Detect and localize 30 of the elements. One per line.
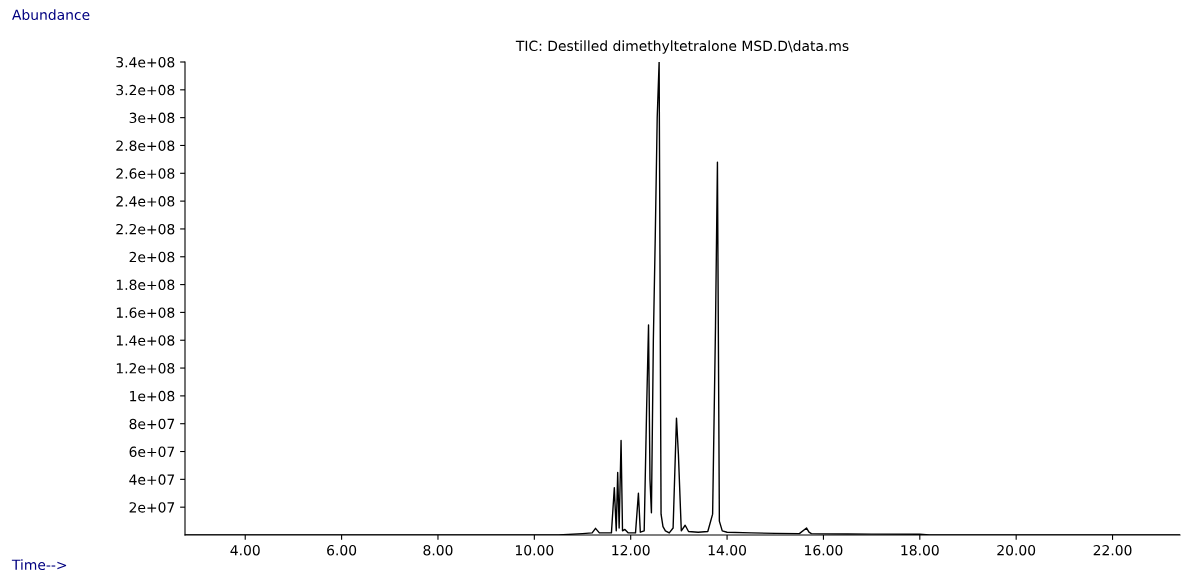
x-tick-label: 14.00 bbox=[708, 544, 747, 556]
x-tick-label: 16.00 bbox=[805, 544, 843, 556]
x-axis-title: Time--> bbox=[11, 559, 67, 571]
y-tick-label: 2e+08 bbox=[129, 251, 175, 263]
y-tick-label: 1.8e+08 bbox=[116, 279, 175, 291]
y-tick-label: 1.2e+08 bbox=[116, 363, 175, 374]
y-tick-label: 3e+08 bbox=[129, 112, 175, 124]
y-tick-label: 2.6e+08 bbox=[116, 168, 175, 179]
y-tick-label: 2.2e+08 bbox=[116, 223, 175, 235]
y-tick-label: 3.4e+08 bbox=[116, 56, 175, 68]
y-tick-label: 3.2e+08 bbox=[116, 84, 175, 96]
x-tick-label: 6.00 bbox=[327, 544, 357, 556]
y-tick-label: 1.4e+08 bbox=[116, 335, 175, 346]
y-axis-title: Abundance bbox=[12, 9, 90, 21]
y-tick-label: 1.6e+08 bbox=[116, 307, 175, 318]
y-tick-label: 1e+08 bbox=[130, 390, 175, 402]
x-tick-label: 4.00 bbox=[230, 544, 260, 556]
y-tick-label: 2e+07 bbox=[129, 502, 175, 513]
y-tick-label: 2.8e+08 bbox=[116, 140, 175, 151]
chart-title: TIC: Destilled dimethyltetralone MSD.D\data.ms bbox=[515, 40, 849, 54]
y-tick-label: 8e+07 bbox=[129, 418, 175, 430]
x-tick-label: 22.00 bbox=[1093, 544, 1132, 556]
x-tick-label: 12.00 bbox=[612, 544, 650, 556]
y-tick-label: 6e+07 bbox=[129, 446, 175, 457]
x-tick-label: 18.00 bbox=[901, 544, 939, 556]
y-tick-label: 4e+07 bbox=[129, 474, 175, 485]
y-tick-label: 2.4e+08 bbox=[116, 196, 175, 207]
x-tick-label: 8.00 bbox=[423, 544, 453, 556]
x-tick-label: 20.00 bbox=[997, 544, 1036, 556]
x-tick-label: 10.00 bbox=[515, 544, 554, 556]
